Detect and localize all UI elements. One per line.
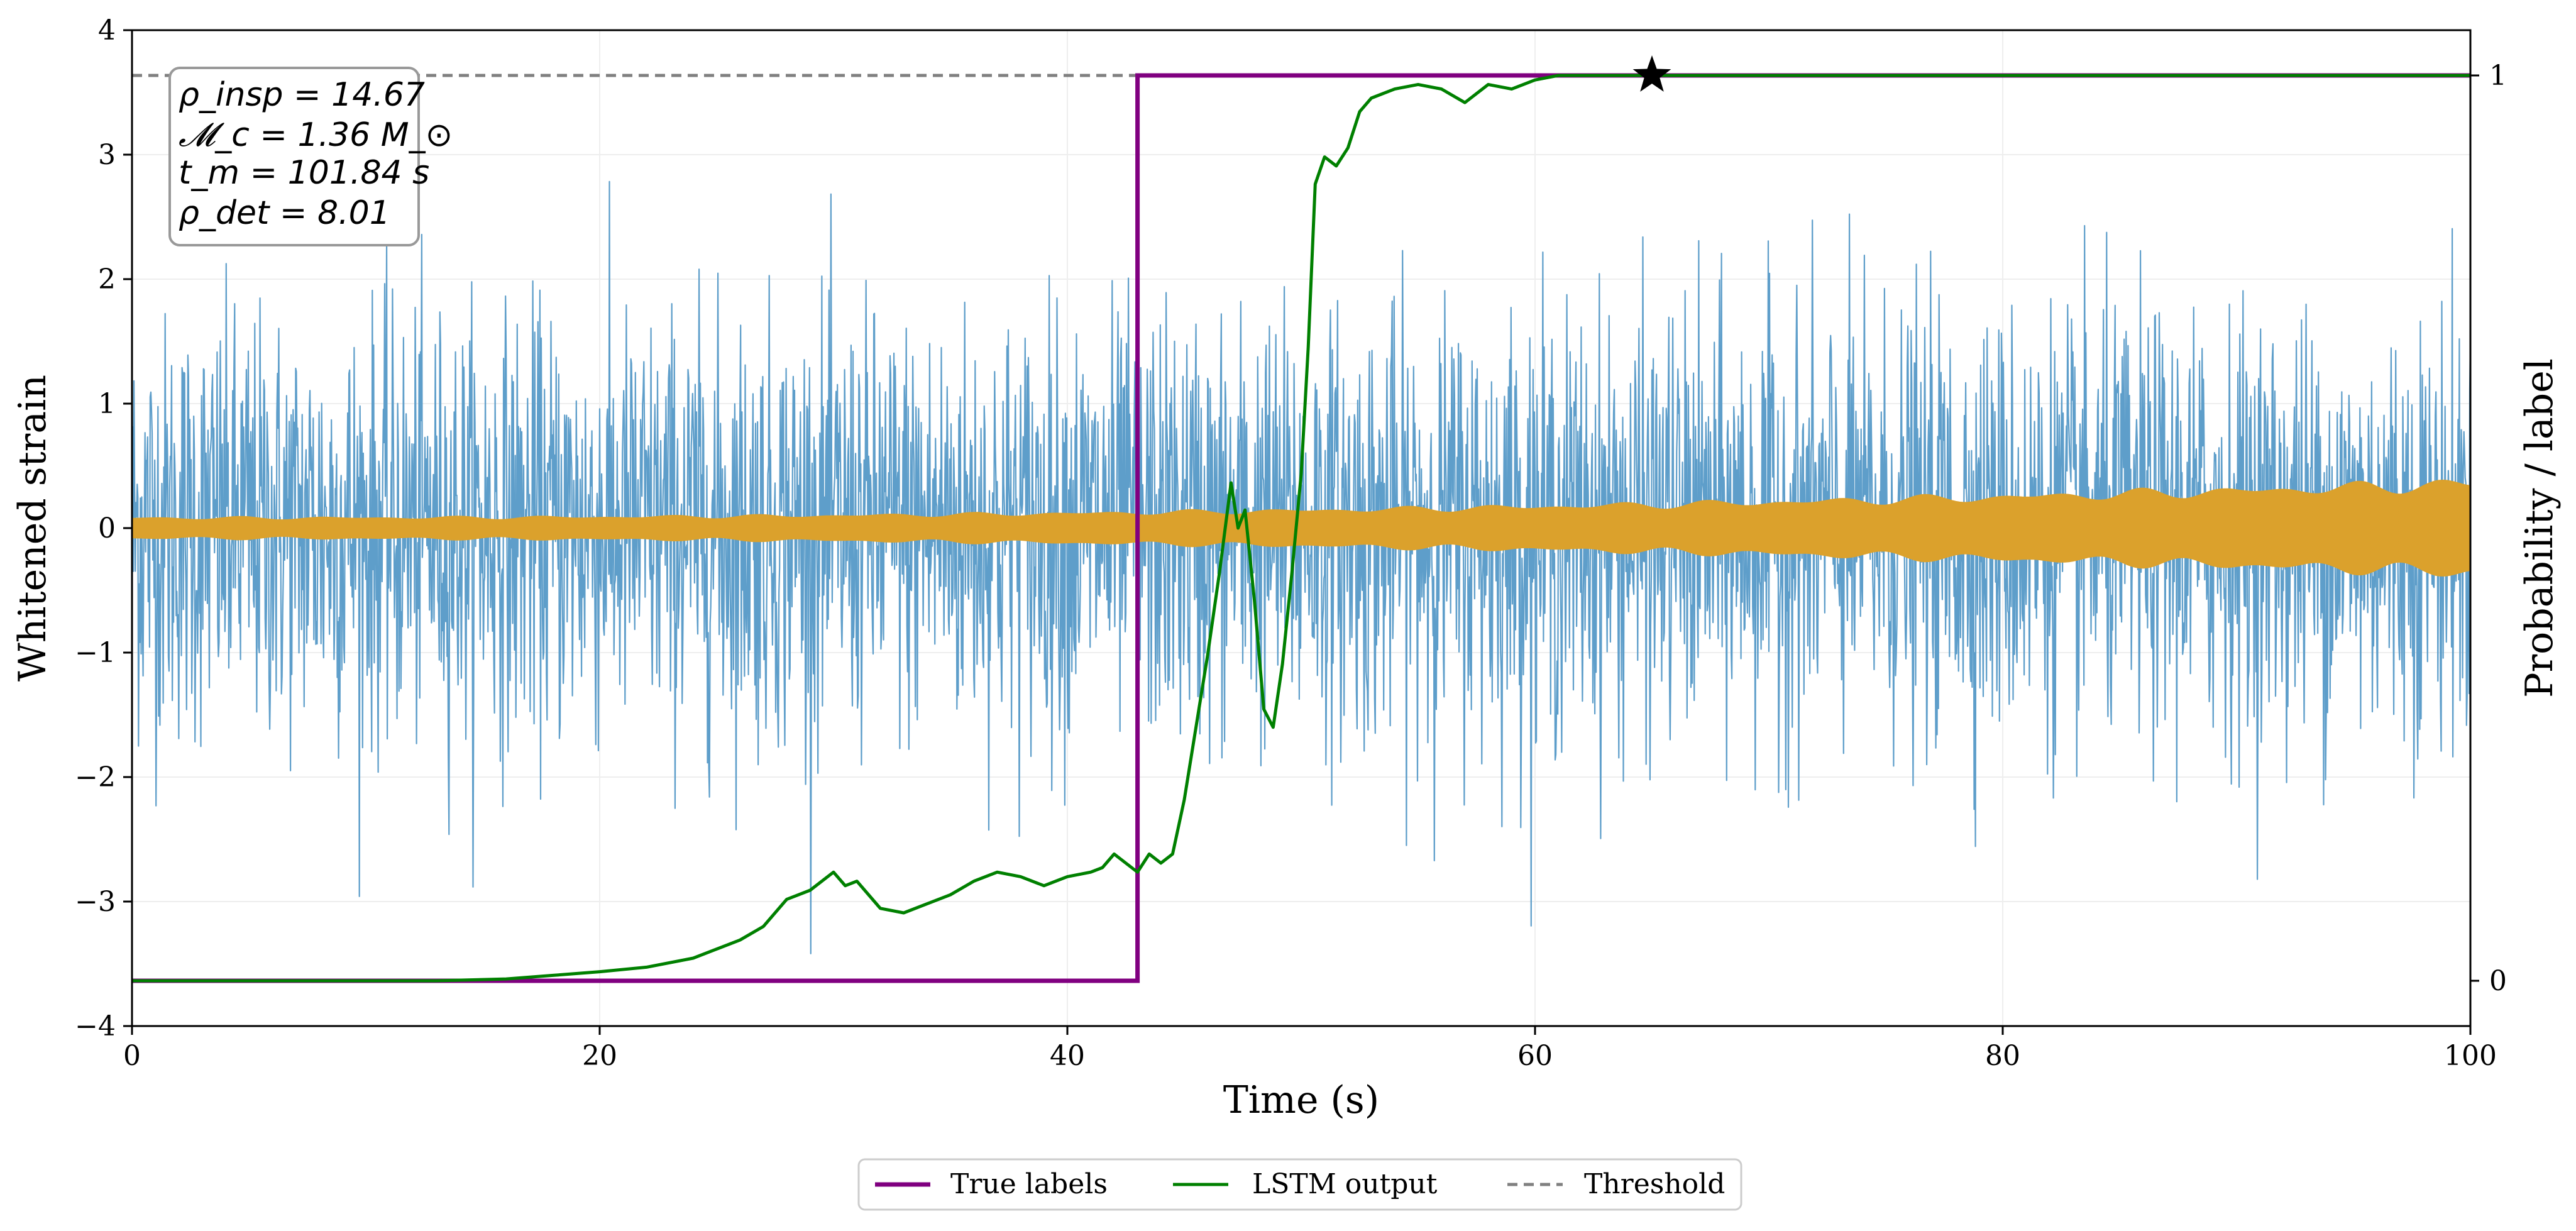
legend-true-labels-label: True labels [950, 1168, 1108, 1200]
y-tick-label-left: −2 [75, 761, 116, 793]
strain-noise-series [132, 180, 2470, 954]
trigger-marker-series [1632, 55, 1671, 92]
y-tick-label-left: −4 [75, 1010, 116, 1042]
legend-threshold-label: Threshold [1584, 1168, 1725, 1200]
y-tick-label-left: 2 [98, 263, 116, 295]
y-tick-label-right: 0 [2489, 965, 2507, 997]
y-tick-label-left: 1 [98, 388, 116, 420]
x-tick-label: 40 [1050, 1040, 1085, 1072]
y-tick-label-left: 4 [98, 14, 116, 47]
lstm-output-series [132, 74, 2470, 983]
x-tick-label: 80 [1985, 1040, 2020, 1072]
injected-signal-series [132, 479, 2470, 577]
y-tick-label-left: 3 [98, 139, 116, 171]
annotation-merger-time: t_m = 101.84 s [179, 154, 429, 192]
y-tick-label-left: −3 [75, 886, 116, 918]
x-tick-label: 20 [582, 1040, 617, 1072]
annotation-rho-det: ρ_det = 8.01 [179, 194, 390, 232]
stats-annotation-box: ρ_insp = 14.67 𝓜_c = 1.36 M_⊙ t_m = 101.… [168, 67, 453, 246]
annotation-chirp-mass: 𝓜_c = 1.36 M_⊙ [179, 116, 453, 154]
legend-frame [857, 1158, 1742, 1211]
x-tick-label: 0 [123, 1040, 141, 1072]
strain-noise-line [132, 180, 2470, 954]
y-tick-label-right: 1 [2489, 60, 2507, 92]
x-tick-label: 60 [1517, 1040, 1553, 1072]
injected-signal-band [132, 479, 2470, 577]
y-axis-title-left: Whitened strain [11, 375, 55, 682]
y-axis-title-right: Probability / label [2518, 358, 2562, 698]
y-tick-label-left: −1 [75, 637, 116, 669]
y-tick-label-left: 0 [98, 512, 116, 544]
annotation-frame [168, 67, 420, 246]
x-tick-label: 100 [2444, 1040, 2497, 1072]
lstm-output-line [132, 74, 2470, 983]
trigger-star-marker [1632, 55, 1671, 92]
x-axis-title: Time (s) [1223, 1078, 1379, 1122]
annotation-rho-insp: ρ_insp = 14.67 [179, 76, 425, 114]
legend: True labels LSTM output Threshold [857, 1158, 1742, 1211]
axis-ticks: 0 20 40 60 80 100 4 3 2 1 0 −1 −2 −3 −4 1 0 [75, 14, 2507, 1072]
legend-lstm-output-label: LSTM output [1252, 1168, 1438, 1200]
